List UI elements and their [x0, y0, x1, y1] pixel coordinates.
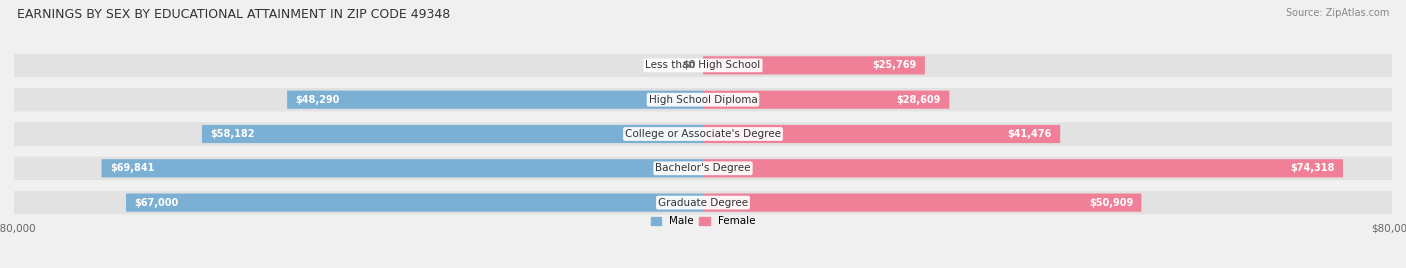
FancyBboxPatch shape	[703, 159, 1343, 177]
Text: Source: ZipAtlas.com: Source: ZipAtlas.com	[1285, 8, 1389, 18]
Text: $48,290: $48,290	[295, 95, 340, 105]
Text: College or Associate's Degree: College or Associate's Degree	[626, 129, 780, 139]
Text: $74,318: $74,318	[1291, 163, 1334, 173]
FancyBboxPatch shape	[127, 193, 703, 212]
FancyBboxPatch shape	[14, 122, 1392, 146]
FancyBboxPatch shape	[202, 125, 703, 143]
Text: $41,476: $41,476	[1008, 129, 1052, 139]
Text: $67,000: $67,000	[135, 198, 179, 208]
FancyBboxPatch shape	[14, 88, 1392, 111]
Text: $0: $0	[682, 60, 696, 70]
FancyBboxPatch shape	[14, 157, 1392, 180]
Text: Bachelor's Degree: Bachelor's Degree	[655, 163, 751, 173]
Text: $25,769: $25,769	[872, 60, 917, 70]
Text: EARNINGS BY SEX BY EDUCATIONAL ATTAINMENT IN ZIP CODE 49348: EARNINGS BY SEX BY EDUCATIONAL ATTAINMEN…	[17, 8, 450, 21]
Text: $28,609: $28,609	[897, 95, 941, 105]
Text: $50,909: $50,909	[1088, 198, 1133, 208]
FancyBboxPatch shape	[703, 193, 1142, 212]
Text: $58,182: $58,182	[211, 129, 254, 139]
FancyBboxPatch shape	[703, 125, 1060, 143]
Text: Less than High School: Less than High School	[645, 60, 761, 70]
Text: High School Diploma: High School Diploma	[648, 95, 758, 105]
FancyBboxPatch shape	[14, 54, 1392, 77]
Text: $69,841: $69,841	[110, 163, 155, 173]
Text: Graduate Degree: Graduate Degree	[658, 198, 748, 208]
FancyBboxPatch shape	[703, 91, 949, 109]
Legend: Male, Female: Male, Female	[648, 214, 758, 228]
FancyBboxPatch shape	[287, 91, 703, 109]
FancyBboxPatch shape	[703, 56, 925, 75]
FancyBboxPatch shape	[14, 191, 1392, 214]
FancyBboxPatch shape	[101, 159, 703, 177]
